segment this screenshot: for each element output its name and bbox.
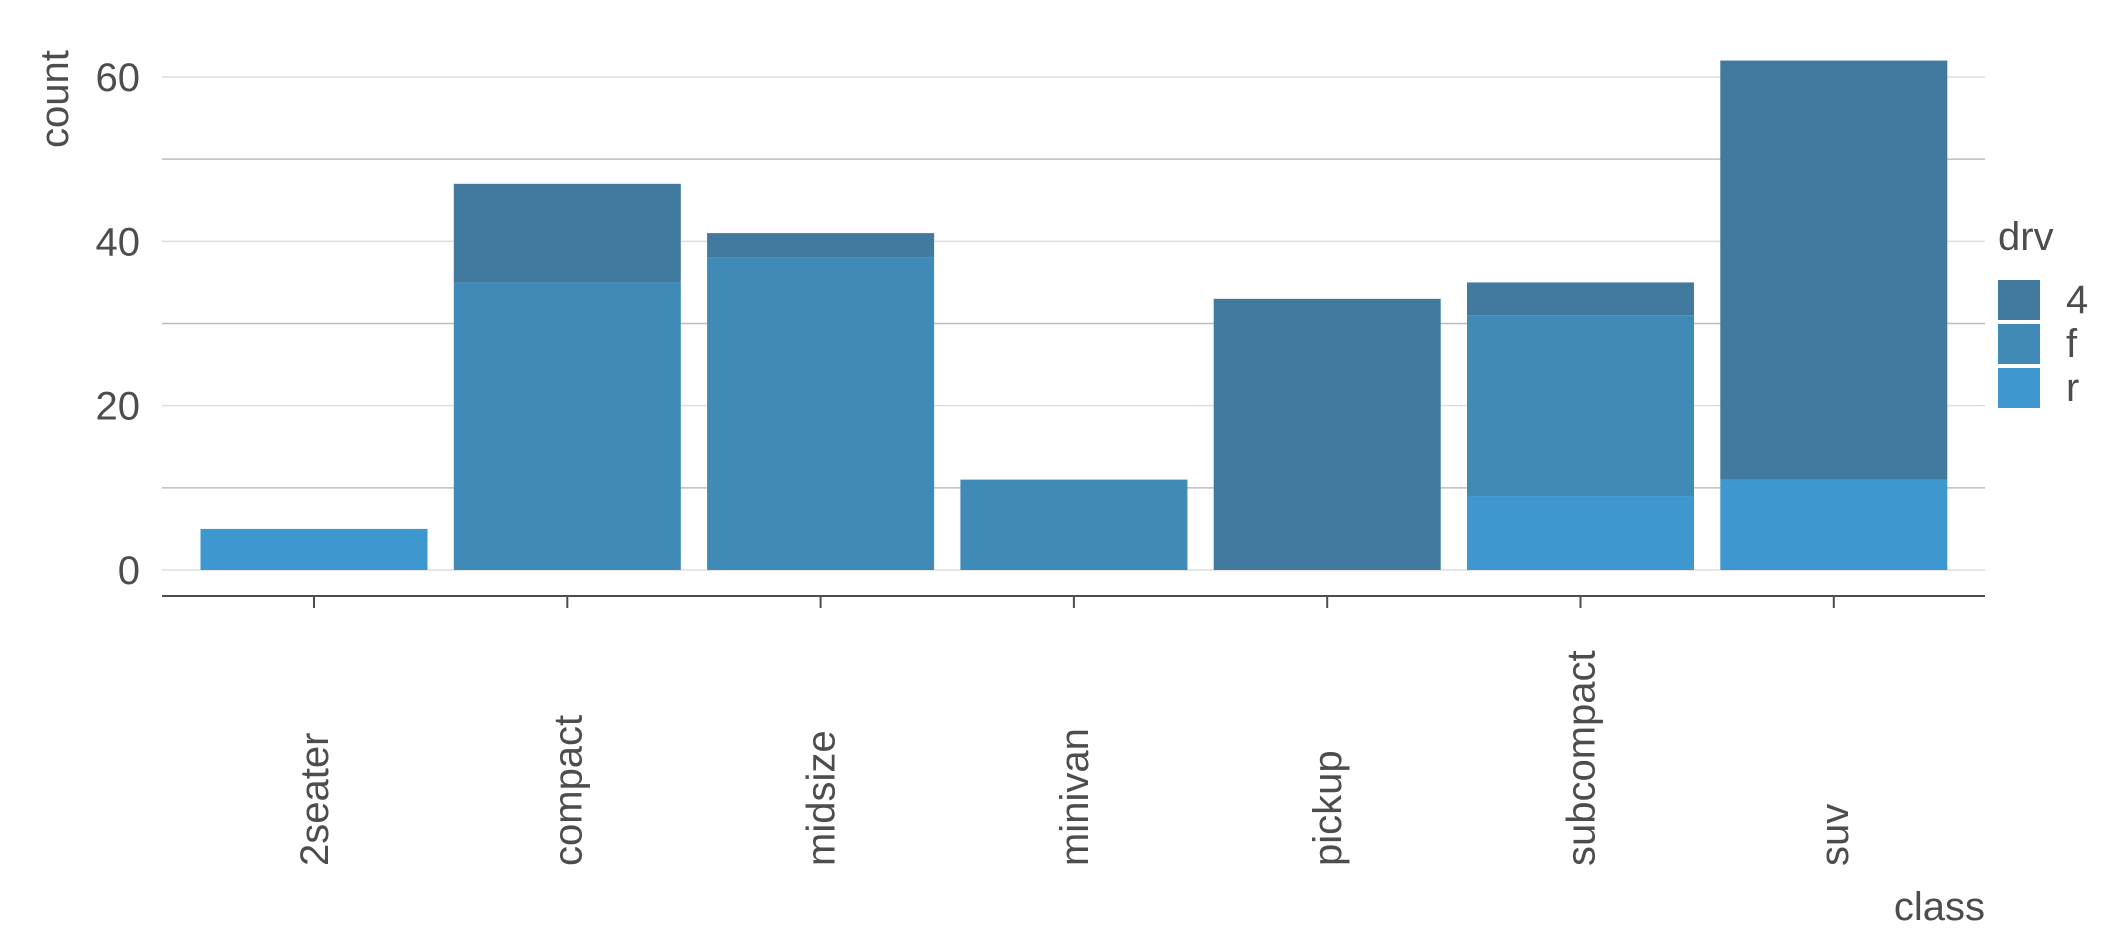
bars [200,60,1948,570]
bar-midsize-f [707,257,935,570]
y-tick-label: 60 [96,56,141,100]
bar-compact-f [453,282,681,570]
bar-midsize-4 [707,233,935,258]
y-tick-label: 40 [96,220,141,264]
legend-swatch-4 [1998,280,2040,320]
bar-compact-4 [453,183,681,283]
x-tick-label: compact [546,715,590,866]
y-tick-label: 20 [96,385,141,429]
axes [162,595,1985,608]
y-tick-label: 0 [118,549,140,593]
bar-2seater-r [200,528,428,570]
y-axis-title: count [33,50,77,148]
x-tick-label: 2seater [293,733,337,866]
legend-label-4: 4 [2066,278,2088,322]
x-tick-label: minivan [1053,728,1097,866]
x-tick-labels: 2seater compact midsize minivan pickup subcom… [293,650,1857,866]
x-tick-label: suv [1813,804,1857,866]
legend-swatch-r [1998,368,2040,408]
bar-subcompact-r [1467,496,1694,570]
legend-items: 4fr [1998,278,2088,410]
bar-subcompact-f [1467,315,1694,497]
x-tick-label: subcompact [1560,650,1604,866]
bar-pickup-4 [1213,298,1441,570]
legend-label-r: r [2066,366,2079,410]
bar-suv-4 [1720,60,1948,480]
legend: drv 4fr [1998,215,2088,410]
bar-suv-r [1720,479,1948,570]
x-tick-label: pickup [1306,750,1350,866]
legend-swatch-f [1998,324,2040,364]
legend-label-f: f [2066,322,2078,366]
x-axis-title: class [1894,885,1985,929]
bar-subcompact-4 [1467,282,1694,316]
y-tick-labels: 0 20 40 60 [96,56,141,593]
bar-minivan-f [960,479,1188,570]
legend-title: drv [1998,215,2054,259]
x-tick-label: midsize [800,730,844,866]
